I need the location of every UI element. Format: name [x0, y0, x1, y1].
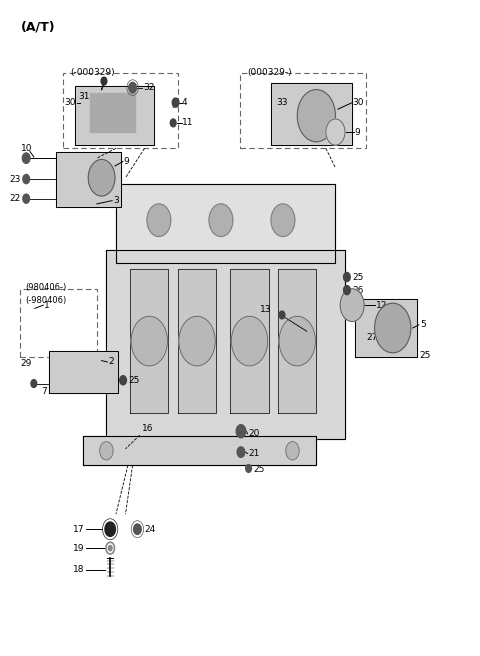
Text: 4: 4	[182, 98, 187, 107]
Text: 2: 2	[109, 358, 114, 367]
Polygon shape	[355, 298, 417, 358]
Polygon shape	[56, 152, 120, 207]
Polygon shape	[278, 269, 316, 413]
Circle shape	[236, 424, 246, 438]
Circle shape	[170, 119, 176, 127]
Text: 29: 29	[21, 359, 32, 369]
Circle shape	[231, 316, 268, 366]
Circle shape	[344, 285, 350, 295]
Circle shape	[23, 174, 30, 184]
Circle shape	[286, 441, 299, 460]
Circle shape	[23, 153, 30, 163]
Bar	[240, 73, 366, 148]
Circle shape	[246, 464, 252, 472]
Text: (-000329): (-000329)	[71, 68, 115, 77]
Circle shape	[31, 380, 36, 388]
Circle shape	[101, 77, 107, 85]
Text: 8: 8	[381, 327, 386, 336]
Circle shape	[326, 119, 345, 145]
Circle shape	[100, 441, 113, 460]
Text: 20: 20	[249, 429, 260, 438]
Circle shape	[88, 159, 115, 196]
Text: 27: 27	[366, 333, 378, 342]
Polygon shape	[83, 436, 316, 465]
Circle shape	[129, 83, 136, 93]
Text: 24: 24	[144, 525, 156, 534]
Polygon shape	[271, 83, 352, 145]
Circle shape	[279, 311, 285, 319]
Text: (-980406): (-980406)	[25, 296, 67, 305]
Circle shape	[179, 316, 215, 366]
Circle shape	[374, 303, 411, 353]
Text: 31: 31	[78, 92, 90, 100]
Text: 22: 22	[9, 194, 21, 203]
Text: 7: 7	[41, 387, 47, 396]
Bar	[63, 73, 178, 148]
Text: 30: 30	[352, 98, 364, 107]
Circle shape	[108, 546, 112, 551]
Polygon shape	[107, 250, 345, 439]
Circle shape	[271, 204, 295, 237]
Bar	[21, 289, 97, 358]
Circle shape	[340, 289, 364, 321]
Text: 11: 11	[182, 118, 193, 127]
Text: 26: 26	[352, 285, 363, 295]
Text: 3: 3	[114, 196, 120, 205]
Circle shape	[131, 316, 168, 366]
Text: 25: 25	[419, 351, 431, 360]
Text: 23: 23	[9, 174, 21, 184]
Text: 13: 13	[260, 305, 271, 314]
Circle shape	[120, 376, 126, 385]
Polygon shape	[49, 351, 118, 394]
Text: (980406-): (980406-)	[25, 283, 67, 292]
Text: (000329-): (000329-)	[247, 68, 292, 77]
Text: 30: 30	[64, 98, 75, 107]
Text: 25: 25	[128, 376, 140, 385]
Text: 21: 21	[249, 449, 260, 458]
Text: 33: 33	[276, 98, 288, 107]
Polygon shape	[178, 269, 216, 413]
Text: 5: 5	[420, 320, 426, 329]
Circle shape	[133, 524, 141, 535]
Polygon shape	[130, 269, 168, 413]
Text: 25: 25	[352, 272, 363, 281]
Text: 17: 17	[73, 525, 85, 534]
Circle shape	[209, 204, 233, 237]
Text: 9: 9	[123, 157, 129, 166]
Text: 18: 18	[73, 565, 85, 574]
Text: 12: 12	[376, 300, 387, 310]
Circle shape	[147, 204, 171, 237]
Circle shape	[279, 316, 315, 366]
Polygon shape	[230, 269, 269, 413]
Circle shape	[23, 194, 30, 203]
Text: 19: 19	[73, 544, 85, 552]
Polygon shape	[116, 184, 336, 262]
Polygon shape	[90, 93, 135, 132]
Text: 10: 10	[21, 144, 32, 153]
Circle shape	[237, 447, 245, 457]
Text: (A/T): (A/T)	[21, 21, 55, 34]
Text: 32: 32	[143, 83, 155, 92]
Circle shape	[297, 90, 336, 142]
Circle shape	[105, 522, 116, 537]
Text: 25: 25	[253, 465, 264, 474]
Polygon shape	[75, 87, 154, 145]
Text: 9: 9	[355, 127, 360, 136]
Text: 16: 16	[142, 424, 154, 432]
Circle shape	[172, 98, 179, 107]
Text: 1: 1	[44, 300, 50, 310]
Circle shape	[344, 272, 350, 281]
